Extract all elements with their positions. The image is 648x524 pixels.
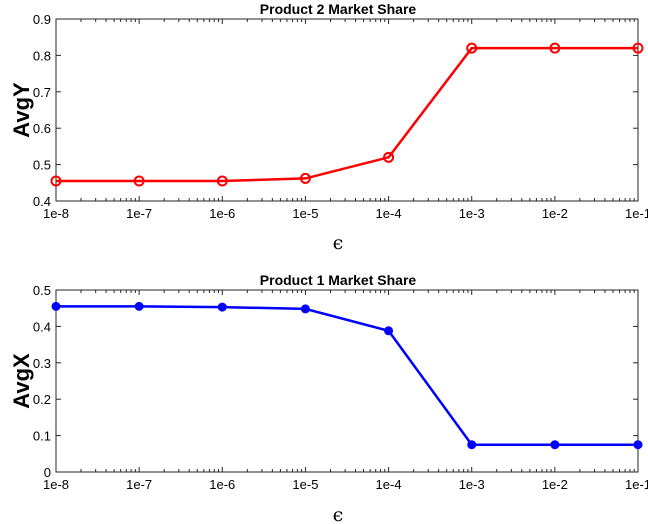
- x-tick-label: 1e-2: [542, 477, 568, 492]
- x-tick-label: 1e-6: [209, 206, 235, 221]
- x-tick-label: 1e-6: [209, 477, 235, 492]
- x-tick-label: 1e-4: [376, 477, 402, 492]
- x-tick-label: 1e-7: [126, 477, 152, 492]
- x-tick-label: 1e-8: [43, 477, 69, 492]
- data-point: [550, 440, 560, 450]
- x-tick-label: 1e-3: [459, 477, 485, 492]
- y-tick-label: 0.3: [33, 356, 51, 371]
- y-tick-label: 0.4: [33, 319, 51, 334]
- data-point: [299, 172, 311, 184]
- x-tick-label: 1e-7: [126, 206, 152, 221]
- data-point: [216, 175, 228, 187]
- y-tick-label: 0: [44, 465, 51, 480]
- x-tick-label: 1e-8: [43, 206, 69, 221]
- y-axis-label: AvgY: [9, 82, 34, 138]
- data-point: [383, 151, 395, 163]
- x-tick-label: 1e-1: [625, 477, 648, 492]
- plot-area: [55, 289, 639, 473]
- x-tick-label: 1e-4: [376, 206, 402, 221]
- data-series: [50, 42, 644, 187]
- plot-area: [55, 18, 639, 202]
- y-tick-label: 0.4: [33, 194, 51, 209]
- data-point: [51, 301, 61, 311]
- series-line: [56, 46, 638, 183]
- y-tick-label: 0.2: [33, 392, 51, 407]
- chart-title: Product 1 Market Share: [260, 272, 417, 288]
- x-tick-label: 1e-3: [459, 206, 485, 221]
- data-point: [384, 326, 394, 336]
- x-tick-label: 1e-2: [542, 206, 568, 221]
- y-tick-label: 0.5: [33, 158, 51, 173]
- data-point: [632, 42, 644, 54]
- y-tick-label: 0.5: [33, 283, 51, 298]
- data-point: [50, 175, 62, 187]
- chart-title: Product 2 Market Share: [260, 1, 417, 17]
- data-point: [466, 42, 478, 54]
- data-point: [217, 302, 227, 312]
- y-tick-label: 0.8: [33, 48, 51, 63]
- x-tick-label: 1e-1: [625, 206, 648, 221]
- x-axis-label: ϵ: [333, 504, 344, 524]
- data-series: [51, 301, 643, 450]
- data-point: [300, 304, 310, 314]
- chart-product-2: Product 2 Market Share AvgY ϵ 1e-8 1e-7 1e…: [9, 1, 648, 254]
- data-point: [467, 440, 477, 450]
- x-axis-label: ϵ: [333, 232, 344, 254]
- x-tick-label: 1e-5: [292, 477, 318, 492]
- y-tick-label: 0.9: [33, 12, 51, 27]
- axis-ticks: 1e-8 1e-7 1e-6 1e-5 1e-4 1e-3 1e-2 1e-1 0.4 0.5 0.…: [33, 12, 648, 221]
- data-point: [633, 440, 643, 450]
- y-tick-label: 0.6: [33, 121, 51, 136]
- y-tick-label: 0.1: [33, 429, 51, 444]
- y-axis-label: AvgX: [9, 353, 34, 409]
- data-point: [134, 301, 144, 311]
- y-tick-label: 0.7: [33, 85, 51, 100]
- data-point: [133, 175, 145, 187]
- series-line: [56, 305, 638, 446]
- axis-ticks: 1e-8 1e-7 1e-6 1e-5 1e-4 1e-3 1e-2 1e-1 0 0.1 0.2 0…: [33, 283, 648, 492]
- data-point: [549, 42, 561, 54]
- chart-product-1: Product 1 Market Share AvgX ϵ 1e-8 1e-7 1e…: [9, 272, 648, 524]
- x-tick-label: 1e-5: [292, 206, 318, 221]
